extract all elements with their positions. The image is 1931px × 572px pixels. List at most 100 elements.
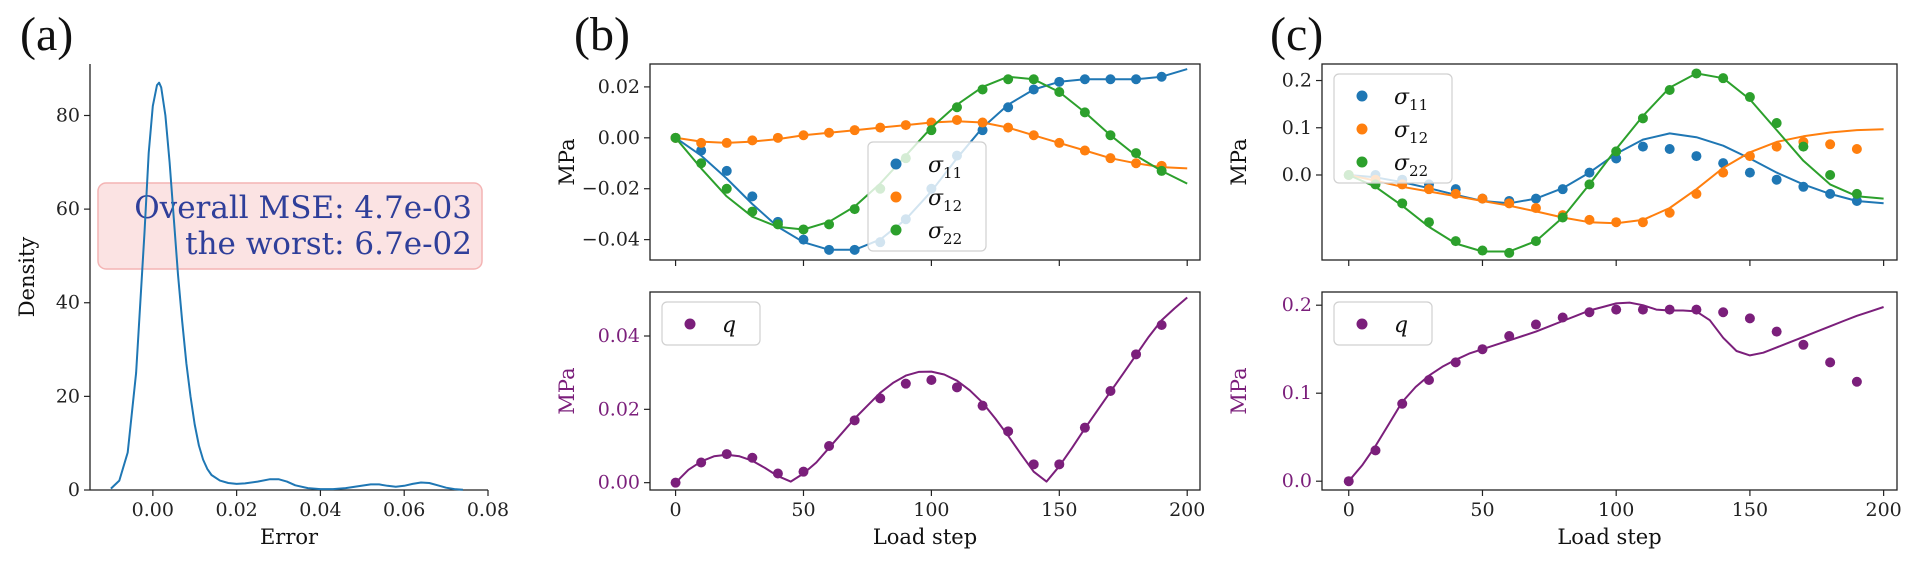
x-tick-label: 150	[1732, 499, 1768, 521]
data-point	[1530, 203, 1541, 214]
data-point	[798, 466, 809, 477]
data-point	[1028, 84, 1039, 95]
y-tick-label: 0.04	[598, 325, 640, 347]
data-point	[875, 122, 886, 133]
data-point	[1637, 113, 1648, 124]
legend-subscript: 12	[1409, 129, 1428, 147]
data-point	[1691, 188, 1702, 199]
series-line-blue	[110, 81, 463, 491]
data-point	[1557, 212, 1568, 223]
data-point	[1718, 167, 1729, 178]
legend-marker	[1356, 90, 1368, 102]
data-point	[1798, 141, 1809, 152]
y-tick-label: 0.00	[598, 127, 640, 149]
legend-marker	[890, 158, 902, 170]
mse-annotation: Overall MSE: 4.7e-03 the worst: 6.7e-02	[97, 182, 483, 270]
data-point	[1664, 304, 1675, 315]
x-tick-label: 150	[1041, 499, 1077, 521]
data-point	[1664, 144, 1675, 155]
x-tick-label: 0.06	[383, 499, 425, 521]
y-axis-title: Density	[15, 237, 39, 318]
data-point	[1825, 357, 1836, 368]
data-point	[1079, 145, 1090, 156]
data-point	[747, 452, 758, 463]
data-point	[1397, 198, 1408, 209]
data-point	[951, 115, 962, 125]
data-point	[875, 393, 886, 404]
y-tick-label: 60	[56, 198, 80, 220]
data-point	[696, 457, 707, 468]
legend-box	[1333, 301, 1433, 346]
y-tick-label: 0.02	[598, 398, 640, 420]
data-point	[1450, 188, 1461, 199]
data-point	[1105, 153, 1116, 164]
plot-frame	[649, 291, 1201, 491]
data-point	[1744, 92, 1755, 103]
mse-annotation-box	[97, 182, 483, 270]
x-axis-title: Load step	[1557, 525, 1661, 549]
data-point	[670, 477, 681, 488]
data-point	[1504, 331, 1515, 341]
data-point	[1003, 74, 1014, 85]
data-point	[900, 120, 911, 131]
x-tick-label: 0.04	[299, 499, 341, 521]
y-tick-label: 0.1	[1282, 382, 1312, 404]
legend-box	[661, 301, 761, 346]
y-tick-label: 0.02	[598, 76, 640, 98]
data-point	[1584, 214, 1595, 225]
data-point	[1798, 181, 1809, 192]
data-point	[696, 137, 707, 148]
data-point	[1637, 141, 1648, 152]
y-tick-label: 0.1	[1282, 117, 1312, 139]
x-tick-label: 200	[1865, 499, 1901, 521]
data-point	[1530, 193, 1541, 204]
data-point	[721, 165, 732, 176]
data-point	[1450, 357, 1461, 368]
data-point	[1131, 158, 1142, 169]
x-tick-label: 0.08	[467, 499, 509, 521]
x-tick-label: 0.00	[132, 499, 174, 521]
data-point	[1691, 151, 1702, 162]
legend-marker	[890, 191, 902, 203]
data-point	[1771, 118, 1782, 129]
data-point	[1079, 74, 1090, 85]
data-point	[1557, 184, 1568, 195]
data-point	[1423, 217, 1434, 228]
data-point	[1611, 304, 1622, 315]
series-line-q	[674, 296, 1188, 484]
data-point	[1691, 304, 1702, 315]
data-point	[1611, 153, 1622, 164]
data-point	[1054, 137, 1065, 148]
plot-frame	[1321, 291, 1898, 491]
y-axis-title: MPa	[555, 367, 579, 414]
data-point	[1477, 193, 1488, 204]
y-tick-label: 0.2	[1282, 70, 1312, 92]
data-point	[1003, 122, 1014, 133]
data-point	[1105, 74, 1116, 85]
data-point	[1156, 165, 1167, 176]
data-point	[1851, 376, 1862, 387]
data-point	[1771, 326, 1782, 337]
y-tick-label: 0.0	[1282, 470, 1312, 492]
data-point	[824, 244, 835, 255]
data-point	[977, 84, 988, 95]
data-point	[696, 145, 707, 156]
data-point	[670, 132, 681, 143]
data-point	[1423, 375, 1434, 385]
data-point	[849, 244, 860, 255]
chart-b-bottom: 0.00 0.02 0.04 0 50 100 150 200 Load step MPa q	[555, 291, 1205, 549]
panel-label-c: (c)	[1270, 8, 1323, 61]
x-tick-label: 0.02	[215, 499, 257, 521]
data-point	[721, 137, 732, 148]
data-point	[1825, 188, 1836, 199]
data-point	[1054, 87, 1065, 97]
data-point	[977, 117, 988, 128]
legend-box	[867, 141, 987, 252]
data-point	[926, 375, 937, 385]
data-point	[849, 415, 860, 426]
data-point	[1851, 188, 1862, 199]
data-point	[1851, 144, 1862, 155]
y-tick-label: −0.04	[582, 229, 640, 251]
